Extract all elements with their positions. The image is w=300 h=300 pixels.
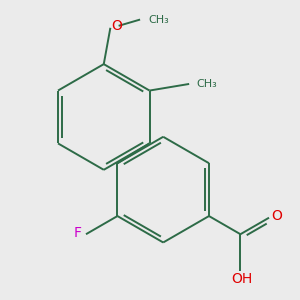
Text: OH: OH <box>231 272 252 286</box>
Text: F: F <box>74 226 82 240</box>
Text: CH₃: CH₃ <box>148 15 169 25</box>
Text: O: O <box>111 19 122 33</box>
Text: O: O <box>271 209 282 223</box>
Text: CH₃: CH₃ <box>196 79 217 89</box>
